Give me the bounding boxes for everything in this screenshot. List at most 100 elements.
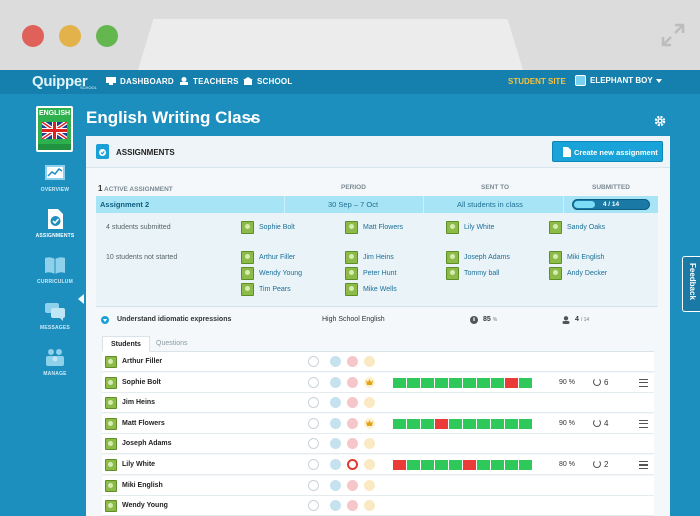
sidebar-item-assignments[interactable]: ASSIGNMENTS xyxy=(28,208,82,239)
sidebar-item-overview[interactable]: OVERVIEW xyxy=(28,162,82,193)
objective-row[interactable]: Understand idiomatic expressions High Sc… xyxy=(96,308,658,330)
retry-icon xyxy=(593,460,601,468)
blue-status-icon xyxy=(330,376,341,388)
student-name[interactable]: Joseph Adams xyxy=(122,440,172,448)
panel-header: ASSIGNMENTS Create new assignment xyxy=(86,136,670,168)
subject-badge[interactable]: ENGLISH xyxy=(36,106,73,152)
nav-dashboard[interactable]: DASHBOARD xyxy=(106,77,174,86)
table-row[interactable]: Wendy Young xyxy=(102,496,654,516)
tab-students[interactable]: Students xyxy=(102,336,150,352)
avatar xyxy=(241,251,254,264)
student-name[interactable]: Jim Heins xyxy=(122,399,156,407)
assignment-row[interactable]: Assignment 2 30 Sep – 7 Oct All students… xyxy=(96,196,658,213)
class-title[interactable]: English Writing Class xyxy=(86,108,261,127)
sidebar-item-curriculum[interactable]: CURRICULUM xyxy=(28,254,82,285)
row-menu-icon[interactable] xyxy=(639,419,648,428)
student-name[interactable]: Lily White xyxy=(122,461,156,468)
avatar xyxy=(105,397,117,410)
avatar xyxy=(241,267,254,280)
app-area: Quipper SCHOOL DASHBOARD TEACHERS SCHOOL… xyxy=(0,70,700,516)
subject-badge-footer xyxy=(38,144,71,150)
student-site-link[interactable]: STUDENT SITE xyxy=(508,77,566,86)
student-name: Peter Hunt xyxy=(363,270,397,277)
objective-completed-total: / 14 xyxy=(580,317,590,323)
fullscreen-icon[interactable] xyxy=(660,22,686,48)
correct-answer-segment xyxy=(477,460,490,470)
yellow-status-icon xyxy=(364,397,375,409)
yellow-status-icon xyxy=(364,500,375,512)
settings-gear-icon[interactable] xyxy=(654,115,666,127)
browser-tab[interactable] xyxy=(138,19,523,70)
col-submitted: SUBMITTED xyxy=(592,184,630,191)
close-window-button[interactable] xyxy=(22,25,44,47)
nav-school-label: SCHOOL xyxy=(257,77,293,86)
table-row[interactable]: Joseph Adams xyxy=(102,434,654,455)
yellow-status-icon xyxy=(364,438,375,450)
logo-subtitle: SCHOOL xyxy=(80,85,97,90)
alert-status-icon xyxy=(347,459,358,470)
nav-school[interactable]: SCHOOL xyxy=(243,77,292,86)
table-row[interactable]: Jim Heins xyxy=(102,393,654,414)
table-row[interactable]: Arthur Filler xyxy=(102,352,654,372)
student-name: Arthur Filler xyxy=(259,254,296,261)
active-count-label: ACTIVE ASSIGNMENT xyxy=(104,186,173,193)
table-row[interactable]: Lily White 80 % 2 xyxy=(102,455,654,475)
avatar xyxy=(345,251,358,264)
row-menu-icon[interactable] xyxy=(639,378,648,387)
minimize-window-button[interactable] xyxy=(59,25,81,47)
student-name: Andy Decker xyxy=(567,270,608,277)
student-name[interactable]: Wendy Young xyxy=(122,502,168,510)
red-status-icon xyxy=(347,479,358,491)
student-name: Matt Flowers xyxy=(363,224,404,231)
shield-status-icon xyxy=(308,356,319,367)
table-row[interactable]: Miki English xyxy=(102,475,654,496)
red-status-icon xyxy=(347,438,358,450)
tab-questions[interactable]: Questions xyxy=(156,340,188,347)
wrong-answer-segment xyxy=(393,460,406,470)
school-icon xyxy=(243,77,253,85)
correct-answer-segment xyxy=(393,418,406,429)
table-row[interactable]: Matt Flowers 90 % 4 xyxy=(102,413,654,434)
wrong-answer-segment xyxy=(435,418,448,429)
sidebar-item-curriculum-label: CURRICULUM xyxy=(37,279,73,285)
student-name[interactable]: Arthur Filler xyxy=(122,358,163,365)
attempt-count: 2 xyxy=(604,460,609,469)
overview-icon xyxy=(45,165,65,180)
class-selector-caret-icon[interactable] xyxy=(249,118,255,122)
shield-status-icon xyxy=(308,417,319,429)
table-row[interactable]: Sophie Bolt 90 % 6 xyxy=(102,372,654,393)
user-menu[interactable]: ELEPHANT BOY xyxy=(575,75,653,86)
objective-course: High School English xyxy=(322,316,385,323)
blue-status-icon xyxy=(330,397,341,409)
objective-completed-value: 4 xyxy=(575,316,579,323)
student-name[interactable]: Matt Flowers xyxy=(122,419,165,427)
avatar xyxy=(105,417,117,430)
correct-answer-segment xyxy=(449,377,462,388)
assignment-name[interactable]: Assignment 2 xyxy=(100,200,150,209)
sidebar-item-messages[interactable]: MESSAGES xyxy=(28,300,82,331)
avatar xyxy=(345,267,358,280)
maximize-window-button[interactable] xyxy=(96,25,118,47)
collapse-toggle-icon[interactable] xyxy=(101,316,109,324)
new-document-icon xyxy=(563,147,571,157)
create-assignment-label: Create new assignment xyxy=(574,148,658,157)
student-name[interactable]: Miki English xyxy=(122,481,163,489)
blue-status-icon xyxy=(330,356,341,367)
feedback-tab[interactable]: Feedback xyxy=(682,256,700,312)
user-menu-caret-icon[interactable] xyxy=(656,79,662,83)
student-name: Sandy Oaks xyxy=(567,224,606,231)
sidebar-item-manage[interactable]: MANAGE xyxy=(28,346,82,377)
correct-answer-segment xyxy=(435,460,448,470)
messages-icon xyxy=(45,303,65,321)
correct-answer-segment xyxy=(505,418,518,429)
avatar xyxy=(105,459,117,471)
row-menu-icon[interactable] xyxy=(639,461,648,469)
objective-title: Understand idiomatic expressions xyxy=(117,316,232,323)
avatar xyxy=(446,221,459,234)
quipper-logo[interactable]: Quipper xyxy=(32,73,88,90)
create-assignment-button[interactable]: Create new assignment xyxy=(552,141,663,162)
nav-teachers[interactable]: TEACHERS xyxy=(179,77,239,86)
student-name[interactable]: Sophie Bolt xyxy=(122,378,161,386)
student-name: Mike Wells xyxy=(363,286,397,293)
